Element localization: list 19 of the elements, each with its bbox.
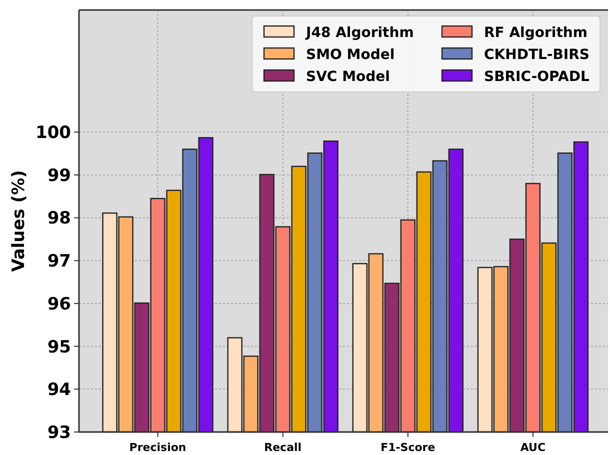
y-tick-label: 100 (36, 123, 72, 144)
y-tick-label: 98 (47, 208, 71, 229)
x-tick-label: Recall (264, 441, 302, 454)
y-axis-title: Values (%) (9, 170, 29, 272)
legend-label: SMO Model (306, 46, 395, 63)
x-tick-label: AUC (520, 441, 546, 454)
y-tick-label: 93 (47, 422, 71, 443)
legend-label: CKHDTL-BIRS (484, 46, 590, 63)
y-tick-label: 95 (47, 337, 71, 358)
y-tick-label: 99 (47, 166, 71, 186)
legend-label: SVC Model (306, 68, 390, 85)
x-tick-label: F1-Score (380, 441, 436, 454)
x-tick-label: Precision (129, 441, 186, 454)
legend-label: J48 Algorithm (305, 24, 414, 41)
legend-label: SBRIC-OPADL (484, 68, 590, 85)
y-tick-label: 94 (47, 380, 72, 400)
y-tick-label: 96 (47, 294, 71, 314)
y-tick-label: 97 (47, 252, 71, 272)
legend-label: RF Algorithm (484, 24, 588, 41)
